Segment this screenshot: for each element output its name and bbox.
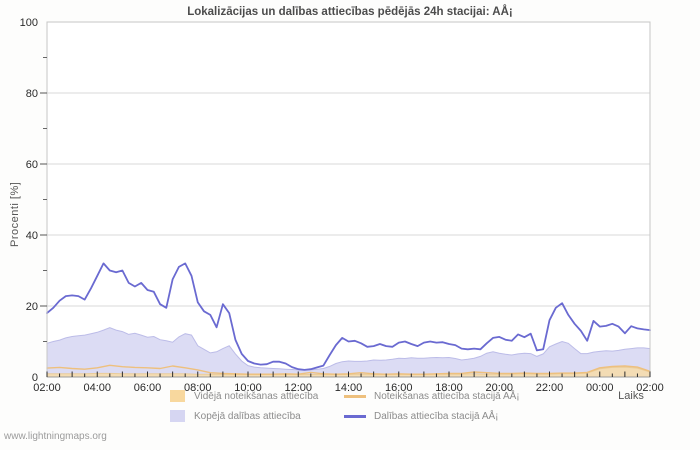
svg-text:20: 20 [26,301,38,313]
line-swatch-icon [344,414,366,418]
x-axis-label: Laiks [618,390,644,402]
legend-item-total-participation: Kopējā dalības attiecība [170,410,344,422]
line-swatch-icon [344,394,366,398]
area-swatch-icon [170,410,185,422]
svg-text:40: 40 [26,230,38,242]
svg-text:0: 0 [32,372,38,384]
svg-text:06:00: 06:00 [134,382,162,394]
svg-text:00:00: 00:00 [586,382,614,394]
legend-item-station-participation: Dalības attiecība stacijā AÅ¡ [344,411,499,422]
legend-row: Vidējā noteikšanas attiecība Noteikšanas… [170,386,520,406]
svg-text:16:00: 16:00 [385,382,413,394]
watermark-link[interactable]: www.lightningmaps.org [4,431,107,442]
svg-text:20:00: 20:00 [485,382,513,394]
svg-text:02:00: 02:00 [33,382,61,394]
svg-text:10:00: 10:00 [234,382,262,394]
svg-text:12:00: 12:00 [284,382,312,394]
svg-text:14:00: 14:00 [335,382,363,394]
svg-text:100: 100 [20,17,38,29]
area-swatch-icon [170,390,185,402]
svg-text:80: 80 [26,88,38,100]
legend-label: Dalības attiecība stacijā AÅ¡ [374,410,499,422]
legend-item-station-detection: Noteikšanas attiecība stacijā AÅ¡ [344,391,520,402]
svg-text:22:00: 22:00 [536,382,564,394]
svg-text:60: 60 [26,159,38,171]
chart-legend: Vidējā noteikšanas attiecība Noteikšanas… [170,386,520,426]
svg-text:04:00: 04:00 [83,382,111,394]
legend-label: Kopējā dalības attiecība [194,410,301,422]
svg-text:08:00: 08:00 [184,382,212,394]
y-axis-label: Procenti [%] [9,181,21,247]
legend-row: Kopējā dalības attiecība Dalības attiecī… [170,406,520,426]
svg-text:02:00: 02:00 [636,382,664,394]
legend-item-avg-detection: Vidējā noteikšanas attiecība [170,390,344,402]
svg-text:18:00: 18:00 [435,382,463,394]
legend-label: Noteikšanas attiecība stacijā AÅ¡ [374,390,520,402]
legend-label: Vidējā noteikšanas attiecība [194,390,319,402]
chart-title: Lokalizācijas un dalības attiecības pēdē… [187,6,513,18]
